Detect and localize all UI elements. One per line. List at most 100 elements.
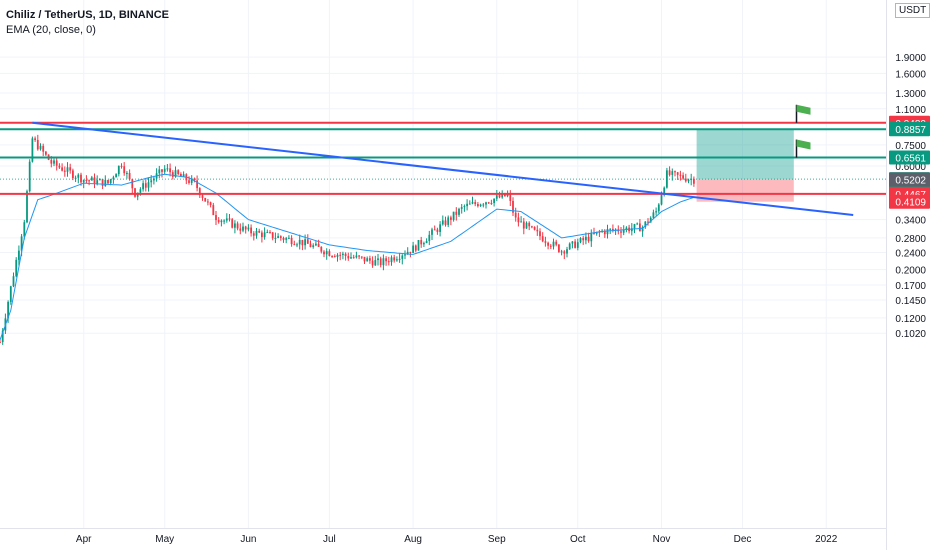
candle	[525, 221, 528, 229]
candle	[288, 235, 290, 239]
candle-body	[433, 229, 436, 231]
candle-body	[401, 255, 404, 259]
candle	[342, 251, 344, 260]
candle-body	[193, 178, 196, 181]
candle	[90, 175, 93, 181]
candle-body	[12, 276, 15, 287]
candle	[690, 173, 693, 186]
candle	[331, 255, 333, 258]
candle-body	[609, 228, 612, 230]
candle-body	[204, 197, 207, 202]
candle-body	[450, 217, 452, 220]
candle-body	[90, 177, 93, 181]
x-tick-label: Dec	[734, 534, 752, 545]
candle	[39, 143, 42, 151]
candle	[536, 225, 539, 236]
candle	[428, 230, 431, 246]
candle	[544, 236, 547, 247]
candle	[603, 229, 606, 238]
candle	[209, 201, 212, 208]
candle	[12, 272, 15, 288]
candle-body	[560, 251, 563, 253]
candle-body	[231, 219, 234, 228]
candle-body	[201, 195, 204, 198]
x-tick-label: Nov	[653, 534, 671, 545]
candle-body	[522, 221, 525, 229]
candle	[69, 163, 72, 174]
candle	[53, 158, 55, 167]
candle-body	[547, 242, 549, 246]
candle	[99, 178, 101, 181]
price-marker-label: 0.8857	[895, 125, 926, 136]
candle-body	[663, 187, 666, 195]
candle	[636, 222, 639, 225]
candle	[255, 227, 258, 239]
candle	[328, 249, 331, 257]
candles	[0, 134, 695, 345]
candle-body	[63, 170, 66, 172]
candle-body	[684, 178, 687, 182]
candle	[217, 217, 220, 224]
candle-body	[131, 179, 134, 189]
candle-body	[85, 179, 88, 181]
candle-body	[177, 170, 180, 175]
candle	[74, 175, 77, 183]
symbol-title[interactable]: Chiliz / TetherUS, 1D, BINANCE	[6, 9, 169, 21]
candle	[258, 228, 261, 234]
y-tick-label: 0.6000	[895, 162, 926, 173]
candle	[93, 173, 96, 189]
candle	[455, 207, 458, 221]
ema-indicator-label[interactable]: EMA (20, close, 0)	[6, 24, 96, 36]
candle	[1, 328, 4, 345]
candle	[663, 186, 666, 197]
candle-body	[74, 177, 77, 179]
candle	[444, 216, 447, 227]
candle-body	[120, 165, 123, 167]
candle-body	[517, 217, 520, 223]
candle	[682, 172, 684, 180]
candle	[657, 203, 660, 214]
candle-body	[215, 215, 217, 221]
candle-body	[309, 243, 312, 248]
currency-badge[interactable]: USDT	[895, 3, 931, 18]
candle-body	[614, 229, 617, 231]
candle	[363, 256, 366, 265]
candle	[247, 224, 250, 232]
candle	[126, 171, 128, 179]
candle	[414, 244, 417, 253]
candle	[590, 229, 593, 247]
candle	[671, 168, 674, 181]
candle	[285, 236, 288, 244]
y-tick-label: 1.9000	[895, 53, 926, 64]
candle	[450, 215, 452, 226]
position-profit-zone	[696, 129, 794, 180]
y-tick-label: 0.2800	[895, 234, 926, 245]
candle	[566, 246, 568, 258]
candle	[161, 169, 163, 178]
candle-body	[328, 251, 331, 257]
candle	[207, 198, 209, 206]
candle-body	[463, 206, 466, 208]
candle	[514, 207, 517, 222]
candle-body	[134, 188, 136, 197]
candle	[512, 197, 514, 217]
candle	[34, 136, 36, 142]
candle-body	[66, 167, 69, 172]
candle-body	[563, 251, 566, 254]
candle-body	[639, 223, 641, 232]
candle	[115, 173, 117, 178]
candle	[684, 173, 687, 183]
candle	[180, 172, 182, 177]
candle-body	[247, 227, 250, 230]
candle	[355, 251, 358, 259]
candle-body	[485, 202, 487, 205]
candle	[323, 250, 325, 258]
candle-body	[603, 230, 606, 235]
candle-body	[77, 174, 80, 178]
candle-body	[123, 166, 126, 174]
candle	[55, 158, 58, 171]
candle-body	[474, 202, 477, 205]
candle	[468, 200, 471, 205]
